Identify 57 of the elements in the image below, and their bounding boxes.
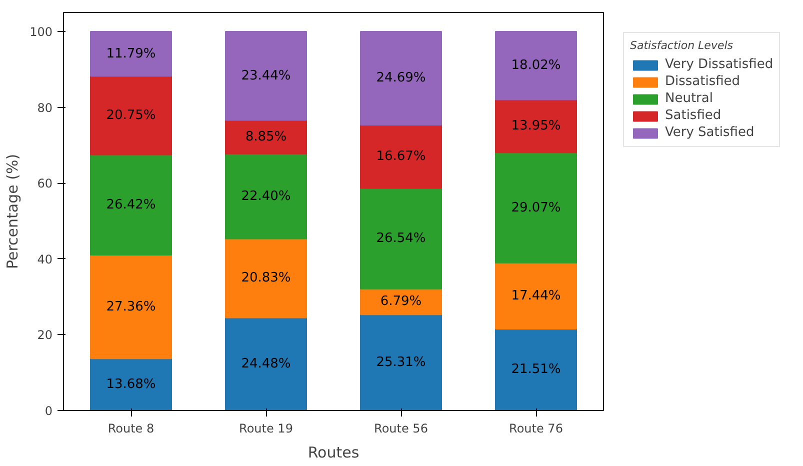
bar: [495, 152, 577, 264]
data-label: 24.69%: [376, 70, 426, 86]
y-tick-label: 80: [37, 100, 53, 115]
bar: [360, 30, 442, 126]
bar: [360, 188, 442, 290]
data-label: 26.54%: [376, 231, 426, 246]
bar: [90, 154, 172, 256]
data-label: 22.40%: [241, 188, 291, 204]
bar: [90, 358, 172, 410]
bar: [495, 262, 577, 330]
legend-label: Satisfied: [665, 108, 722, 123]
y-tick-label: 20: [37, 328, 53, 342]
x-tick-label: Route 56: [374, 422, 428, 436]
legend-title: Satisfaction Levels: [630, 39, 734, 52]
bar: [225, 238, 307, 318]
bar: [225, 30, 307, 121]
y-tick-label: 60: [37, 176, 53, 191]
x-tick-label: Route 8: [108, 422, 154, 436]
data-label: 16.67%: [376, 149, 426, 164]
y-tick-label: 40: [37, 252, 53, 266]
bar: [360, 314, 442, 410]
data-label: 13.68%: [106, 377, 156, 392]
data-label: 25.31%: [376, 355, 426, 370]
y-axis-title: Percentage (%): [4, 154, 22, 270]
x-tick-label: Route 19: [239, 422, 293, 436]
bar: [225, 120, 307, 154]
bar: [90, 254, 172, 360]
bar: [495, 99, 577, 154]
data-label: 20.75%: [106, 108, 156, 123]
bar: [495, 30, 577, 100]
data-label: 29.07%: [511, 200, 561, 216]
data-label: 8.85%: [245, 130, 287, 145]
x-axis-title: Routes: [308, 444, 360, 462]
data-label: 11.79%: [106, 46, 156, 62]
legend-label: Very Satisfied: [665, 125, 754, 140]
bar: [360, 124, 442, 189]
data-label: 24.48%: [241, 356, 291, 372]
data-label: 17.44%: [511, 288, 561, 304]
x-tick-label: Route 76: [509, 422, 563, 436]
bar: [225, 153, 307, 240]
legend-label: Dissatisfied: [665, 74, 740, 89]
data-label: 6.79%: [380, 294, 422, 310]
data-label: 13.95%: [511, 118, 561, 134]
legend-label: Neutral: [665, 91, 713, 106]
bar: [90, 76, 172, 156]
data-label: 21.51%: [511, 362, 561, 378]
data-label: 18.02%: [511, 58, 561, 74]
data-label: 23.44%: [241, 68, 291, 84]
bar: [225, 317, 307, 410]
y-tick-label: 0: [44, 404, 53, 418]
data-label: 26.42%: [106, 197, 156, 212]
legend-label: Very Dissatisfied: [665, 57, 774, 72]
y-tick-label: 100: [30, 24, 52, 39]
bar: [90, 30, 172, 77]
data-label: 27.36%: [106, 299, 156, 314]
bar: [495, 328, 577, 410]
data-label: 20.83%: [241, 270, 291, 286]
